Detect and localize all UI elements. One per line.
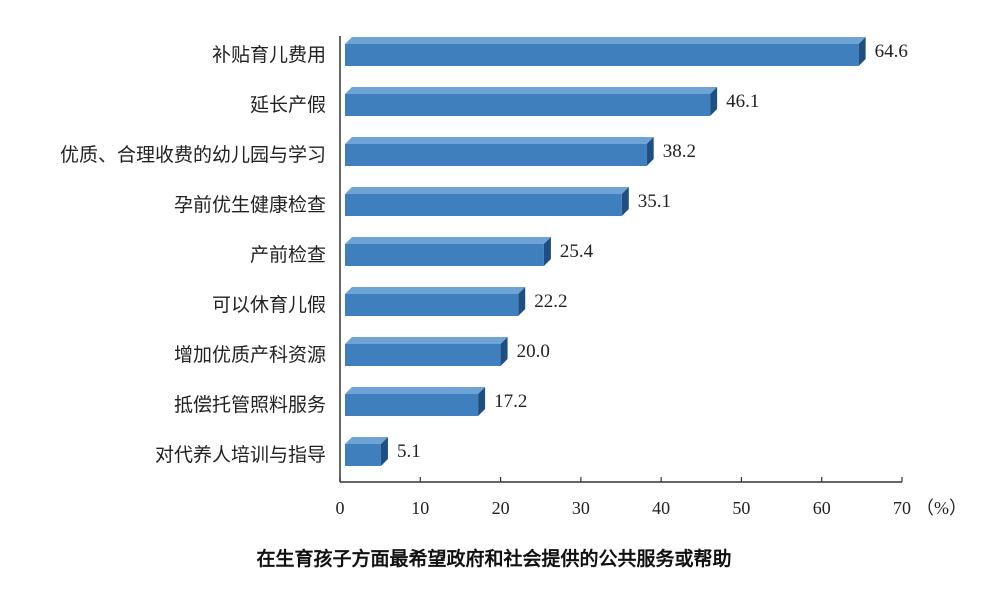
x-tick-label: 20 (492, 498, 510, 518)
x-tick-label: 10 (411, 498, 429, 518)
bar-side-face (500, 337, 508, 366)
value-label: 17.2 (494, 391, 527, 412)
bar-top-face (345, 137, 654, 144)
bar-front-face (345, 244, 544, 266)
bar-7 (345, 337, 508, 366)
bar-front-face (345, 44, 859, 66)
value-label: 25.4 (560, 241, 594, 262)
category-label: 可以休育儿假 (212, 294, 326, 316)
bar-top-face (345, 187, 629, 194)
bar-2 (345, 87, 718, 116)
bar-front-face (345, 144, 647, 166)
value-label: 64.6 (875, 41, 908, 62)
bar-side-face (380, 437, 388, 466)
category-label: 抵偿托管照料服务 (174, 394, 326, 416)
x-tick-label: 60 (813, 498, 831, 518)
bar-3 (345, 137, 654, 166)
category-label: 对代养人培训与指导 (155, 444, 326, 466)
category-label: 增加优质产科资源 (174, 344, 326, 366)
bar-top-face (345, 287, 526, 294)
bar-top-face (345, 387, 486, 394)
x-tick-label: 40 (652, 498, 670, 518)
category-label: 优质、合理收费的幼儿园与学习 (60, 144, 326, 166)
bar-front-face (345, 294, 519, 316)
bar-top-face (345, 437, 388, 444)
bar-4 (345, 187, 629, 216)
bar-side-face (543, 237, 551, 266)
bar-side-face (478, 387, 486, 416)
bar-front-face (345, 194, 622, 216)
category-label: 补贴育儿费用 (212, 44, 326, 66)
value-labels-group: 64.6 46.1 38.2 35.1 25.4 22.2 20.0 17.2 5.1 (397, 41, 908, 462)
category-label: 产前检查 (250, 244, 326, 266)
chart-title: 在生育孩子方面最希望政府和社会提供的公共服务或帮助 (256, 548, 732, 570)
bar-1 (345, 37, 866, 66)
category-label: 孕前优生健康检查 (174, 194, 326, 216)
value-label: 22.2 (534, 291, 567, 312)
bar-front-face (345, 394, 479, 416)
bar-top-face (345, 87, 718, 94)
bar-side-face (646, 137, 654, 166)
value-label: 20.0 (517, 341, 550, 362)
bar-8 (345, 387, 486, 416)
x-tick-label: 70 (893, 498, 911, 518)
bar-top-face (345, 237, 551, 244)
x-tick-label: 50 (732, 498, 750, 518)
bar-5 (345, 237, 551, 266)
bar-9 (345, 437, 388, 466)
category-label: 延长产假 (250, 94, 326, 116)
bar-top-face (345, 337, 508, 344)
bar-6 (345, 287, 526, 316)
bar-side-face (621, 187, 629, 216)
category-labels-group: 补贴育儿费用延长产假优质、合理收费的幼儿园与学习孕前优生健康检查产前检查可以休育… (60, 44, 326, 466)
bars-group (345, 37, 866, 466)
value-label: 46.1 (726, 91, 759, 112)
value-label: 35.1 (638, 191, 671, 212)
value-label: 38.2 (663, 141, 696, 162)
bar-front-face (345, 444, 381, 466)
x-tick-label: 30 (572, 498, 590, 518)
bar-side-face (518, 287, 526, 316)
x-axis-unit-label: （%） (916, 498, 967, 518)
bar-front-face (345, 344, 501, 366)
value-label: 5.1 (397, 441, 421, 462)
bar-front-face (345, 94, 711, 116)
tick-labels-group: 0 10 20 30 40 50 60 70 (336, 498, 912, 518)
bar-side-face (858, 37, 866, 66)
axes-group (339, 36, 903, 483)
x-tick-label: 0 (336, 498, 345, 518)
bar-chart: 补贴育儿费用延长产假优质、合理收费的幼儿园与学习孕前优生健康检查产前检查可以休育… (60, 36, 967, 518)
bar-side-face (710, 87, 718, 116)
bar-top-face (345, 37, 866, 44)
